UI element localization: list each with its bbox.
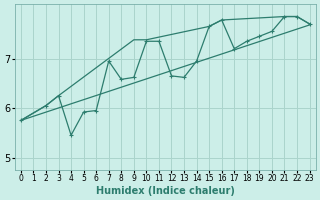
X-axis label: Humidex (Indice chaleur): Humidex (Indice chaleur) (96, 186, 235, 196)
